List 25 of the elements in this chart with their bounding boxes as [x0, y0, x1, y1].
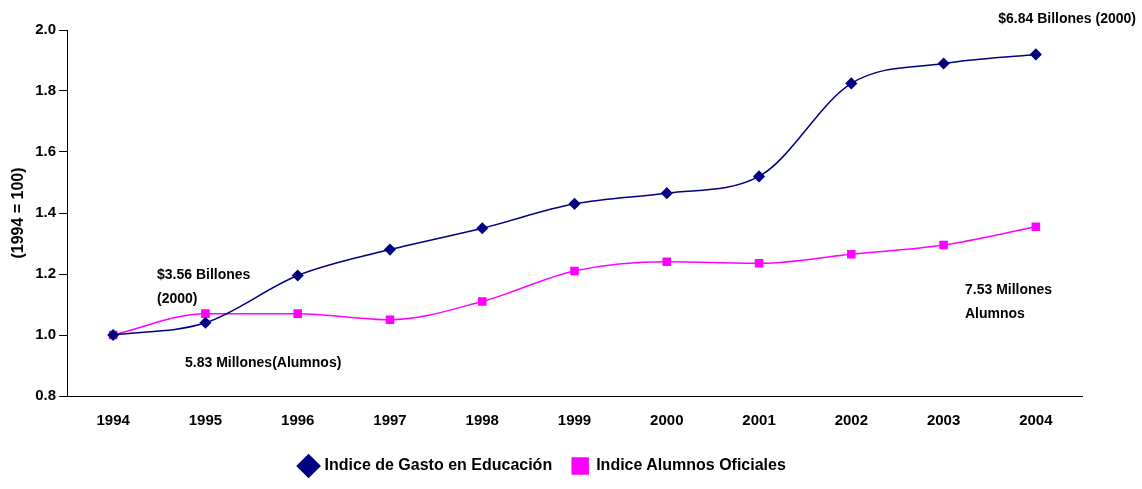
annotation: $3.56 Billones (2000): [157, 265, 251, 306]
legend-label: Indice Alumnos Oficiales: [596, 456, 786, 474]
y-tick-label: 1.0: [35, 325, 57, 343]
text: $6.84 Billones (2000): [998, 9, 1136, 26]
x-tick-label: 2000: [650, 411, 684, 429]
y-tick-label: 1.6: [35, 142, 57, 160]
y-tick-label: 1.2: [35, 264, 57, 282]
y-tick-label: 1.8: [35, 81, 57, 99]
x-tick-label: 1995: [188, 411, 223, 429]
x-tick-label: 1996: [281, 411, 315, 429]
x-tick-label: 1994: [96, 411, 131, 429]
y-tick-label: 2.0: [35, 20, 57, 38]
x-tick-label: 2001: [742, 411, 776, 429]
y-tick-label: 0.8: [35, 386, 57, 404]
x-tick-label: 1999: [557, 411, 592, 429]
legend-label: Indice de Gasto en Educación: [324, 456, 553, 474]
x-tick-label: 2004: [1019, 411, 1054, 429]
y-axis-title: (1994 = 100): [9, 167, 27, 259]
x-tick-label: 1997: [373, 411, 407, 429]
x-tick-label: 1998: [465, 411, 499, 429]
x-tick-label: 2002: [834, 411, 869, 429]
y-tick-label: 1.4: [35, 203, 57, 221]
annotation: 5.83 Millones(Alumnos): [185, 353, 342, 370]
x-tick-label: 2003: [926, 411, 961, 429]
annotation: 7.53 Millones Alumnos: [965, 280, 1053, 321]
